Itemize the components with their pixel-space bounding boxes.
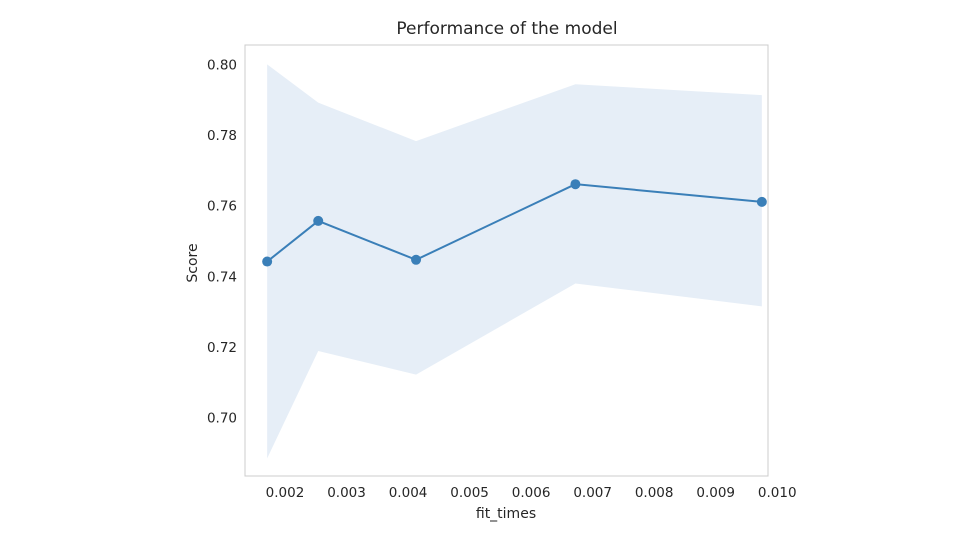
x-tick-label: 0.008 bbox=[635, 485, 674, 501]
y-tick-label: 0.80 bbox=[207, 57, 237, 73]
y-axis-label: Score bbox=[185, 243, 201, 282]
y-tick-label: 0.70 bbox=[207, 411, 237, 427]
y-axis-ticks: 0.70 0.72 0.74 0.76 0.78 0.80 bbox=[207, 57, 237, 426]
x-tick-label: 0.002 bbox=[266, 485, 305, 501]
confidence-band bbox=[267, 64, 762, 459]
y-tick-label: 0.72 bbox=[207, 340, 237, 356]
data-point bbox=[411, 254, 422, 265]
x-tick-label: 0.006 bbox=[512, 485, 551, 501]
y-tick-label: 0.78 bbox=[207, 128, 237, 144]
data-point bbox=[570, 179, 581, 190]
x-tick-label: 0.009 bbox=[696, 485, 735, 501]
x-tick-label: 0.004 bbox=[389, 485, 428, 501]
plot-area bbox=[262, 64, 767, 459]
data-point bbox=[262, 256, 273, 267]
x-axis-ticks: 0.002 0.003 0.004 0.005 0.006 0.007 0.008 0.009… bbox=[266, 485, 797, 501]
x-tick-label: 0.010 bbox=[758, 485, 797, 501]
chart-title: Performance of the model bbox=[396, 19, 617, 39]
x-tick-label: 0.005 bbox=[450, 485, 489, 501]
x-tick-label: 0.007 bbox=[573, 485, 612, 501]
data-point bbox=[756, 196, 767, 207]
y-tick-label: 0.74 bbox=[207, 269, 237, 285]
x-tick-label: 0.003 bbox=[327, 485, 366, 501]
data-point bbox=[313, 215, 324, 226]
plot-frame bbox=[244, 44, 769, 477]
x-axis-label: fit_times bbox=[476, 506, 536, 522]
y-tick-label: 0.76 bbox=[207, 199, 237, 215]
